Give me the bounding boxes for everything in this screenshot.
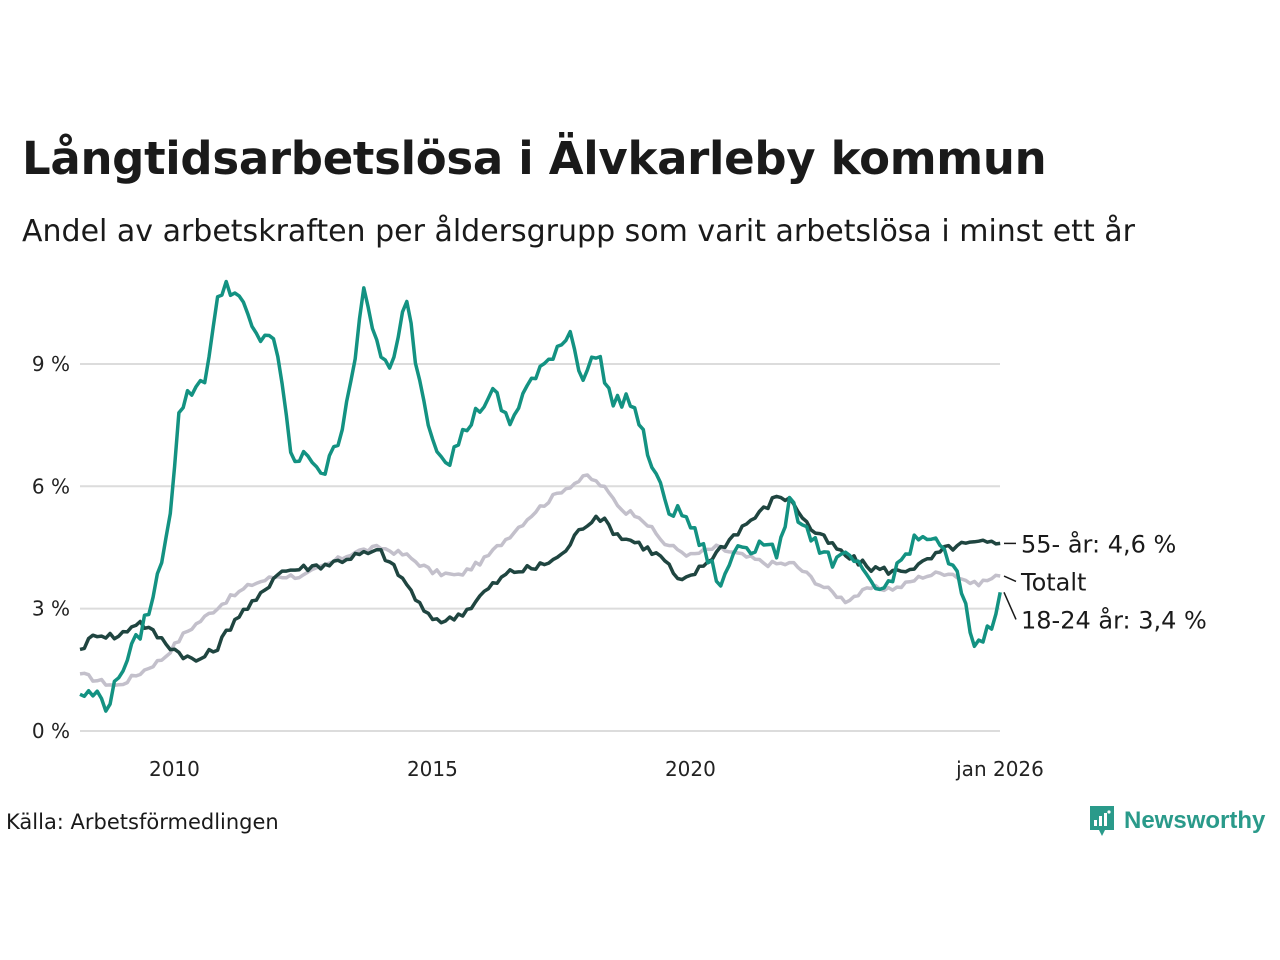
brand-name: Newsworthy	[1124, 807, 1266, 834]
series-lines	[79, 279, 1002, 713]
y-tick-label: 9 %	[32, 352, 70, 376]
gridlines	[80, 362, 1000, 732]
y-tick-label: 3 %	[32, 597, 70, 621]
series-line-0	[79, 473, 1001, 688]
y-axis-ticks: 0 % 3 % 6 % 9 %	[32, 352, 70, 743]
series-end-labels: 55- år: 4,6 % Totalt 18-24 år: 3,4 %	[1003, 529, 1207, 634]
x-tick-label: jan 2026	[955, 757, 1044, 781]
x-tick-label: 2010	[149, 757, 200, 781]
y-tick-label: 6 %	[32, 474, 70, 498]
x-tick-label: 2020	[665, 757, 716, 781]
source-note: Källa: Arbetsförmedlingen	[6, 810, 279, 834]
label-leader	[1003, 592, 1017, 620]
series-end-label: 55- år: 4,6 %	[1021, 529, 1176, 558]
newsworthy-logo-icon	[1090, 806, 1114, 836]
x-tick-label: 2015	[407, 757, 458, 781]
label-leader	[1003, 575, 1017, 583]
brand-logo[interactable]: Newsworthy	[1088, 804, 1265, 838]
page-title: Långtidsarbetslösa i Älvkarleby kommun	[22, 132, 1047, 185]
series-line-1	[79, 494, 1001, 663]
chart-subtitle: Andel av arbetskraften per åldersgrupp s…	[22, 214, 1135, 249]
series-end-label: 18-24 år: 3,4 %	[1021, 605, 1207, 634]
series-end-label: Totalt	[1020, 568, 1086, 596]
series-line-2	[79, 279, 1002, 713]
y-tick-label: 0 %	[32, 719, 70, 743]
x-axis-ticks: 2010 2015 2020 jan 2026	[149, 757, 1044, 781]
